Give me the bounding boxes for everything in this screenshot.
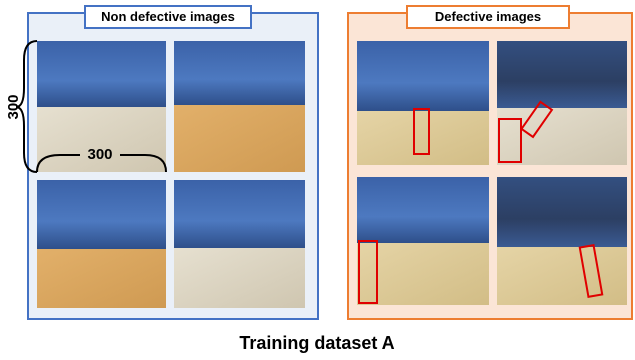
left-title: Non defective images — [101, 9, 235, 24]
right-title: Defective images — [435, 9, 541, 24]
page: Non defective images 300 300 Defective i… — [0, 0, 635, 360]
caption: Training dataset A — [239, 333, 394, 353]
width-label: 300 — [87, 146, 112, 163]
height-label: 300 — [5, 94, 22, 119]
figure: Non defective images 300 300 Defective i… — [0, 0, 635, 360]
